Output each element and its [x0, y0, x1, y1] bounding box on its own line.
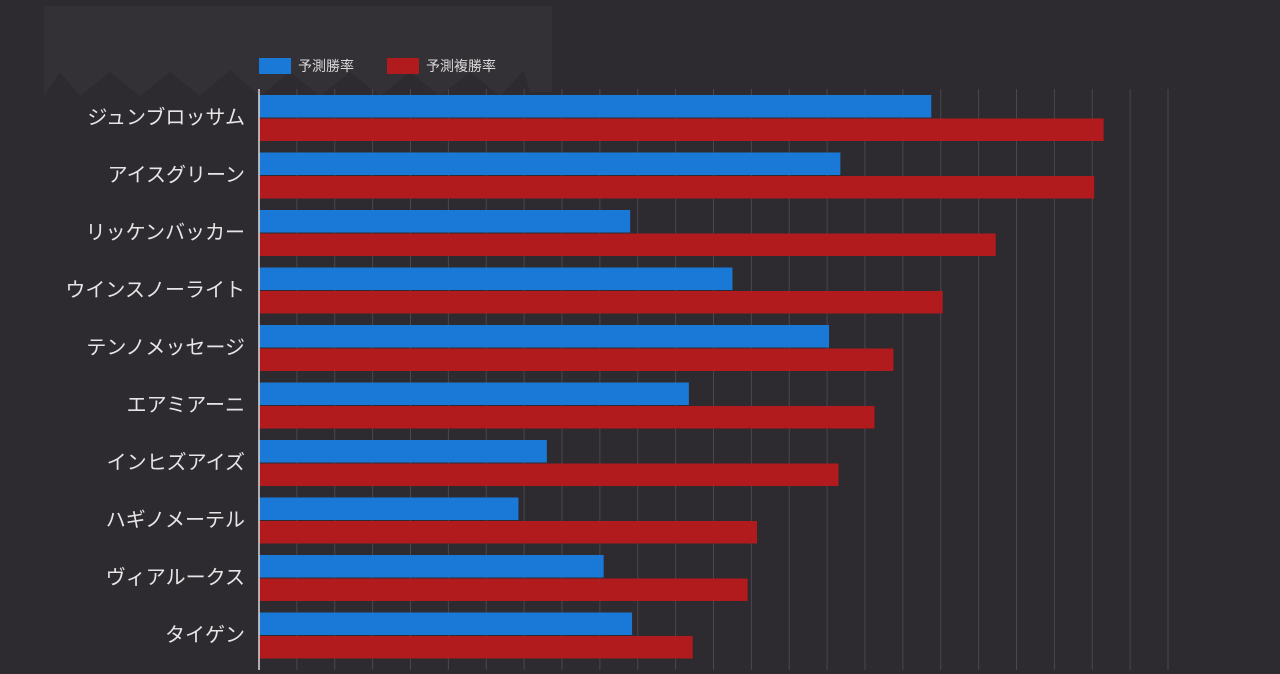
category-label: ジュンブロッサム: [87, 105, 245, 129]
bar-place-rate[interactable]: [259, 636, 693, 659]
bar-place-rate[interactable]: [259, 291, 943, 314]
bar-win-rate[interactable]: [259, 267, 733, 291]
bar-place-rate[interactable]: [259, 348, 894, 372]
legend-swatch: [387, 58, 419, 74]
bar-place-rate[interactable]: [259, 521, 758, 544]
bar-win-rate[interactable]: [259, 440, 547, 463]
bar-win-rate[interactable]: [259, 612, 633, 636]
category-label: リッケンバッカー: [86, 220, 245, 244]
legend-label: 予測複勝率: [426, 58, 496, 75]
bar-win-rate[interactable]: [259, 382, 689, 406]
bar-place-rate[interactable]: [259, 176, 1095, 199]
bar-win-rate[interactable]: [259, 325, 830, 348]
category-label: ヴィアルークス: [106, 565, 245, 589]
legend-label: 予測勝率: [298, 58, 354, 75]
bar-place-rate[interactable]: [259, 233, 996, 257]
legend-item-win-rate[interactable]: 予測勝率: [259, 58, 354, 75]
bar-place-rate[interactable]: [259, 406, 875, 429]
category-label: エアミアーニ: [127, 393, 245, 417]
legend-swatch: [259, 58, 291, 74]
bar-win-rate[interactable]: [259, 555, 604, 578]
category-label: タイゲン: [165, 623, 245, 647]
bar-place-rate[interactable]: [259, 463, 839, 487]
bar-place-rate[interactable]: [259, 578, 748, 602]
bar-win-rate[interactable]: [259, 152, 841, 176]
bars: [259, 95, 1104, 659]
bar-win-rate[interactable]: [259, 210, 631, 233]
category-label: アイスグリーン: [108, 163, 245, 187]
category-label: インヒズアイズ: [107, 450, 245, 474]
bar-win-rate[interactable]: [259, 497, 519, 521]
background-decoration: [44, 6, 552, 96]
background-shape: [44, 6, 552, 96]
category-label: ウインスノーライト: [65, 278, 245, 302]
legend-item-place-rate[interactable]: 予測複勝率: [387, 58, 496, 75]
category-labels: ジュンブロッサムアイスグリーンリッケンバッカーウインスノーライトテンノメッセージ…: [65, 105, 245, 647]
legend[interactable]: 予測勝率 予測複勝率: [259, 58, 496, 75]
bar-win-rate[interactable]: [259, 95, 932, 118]
category-label: ハギノメーテル: [106, 508, 245, 532]
bar-place-rate[interactable]: [259, 118, 1104, 142]
category-label: テンノメッセージ: [86, 335, 245, 359]
